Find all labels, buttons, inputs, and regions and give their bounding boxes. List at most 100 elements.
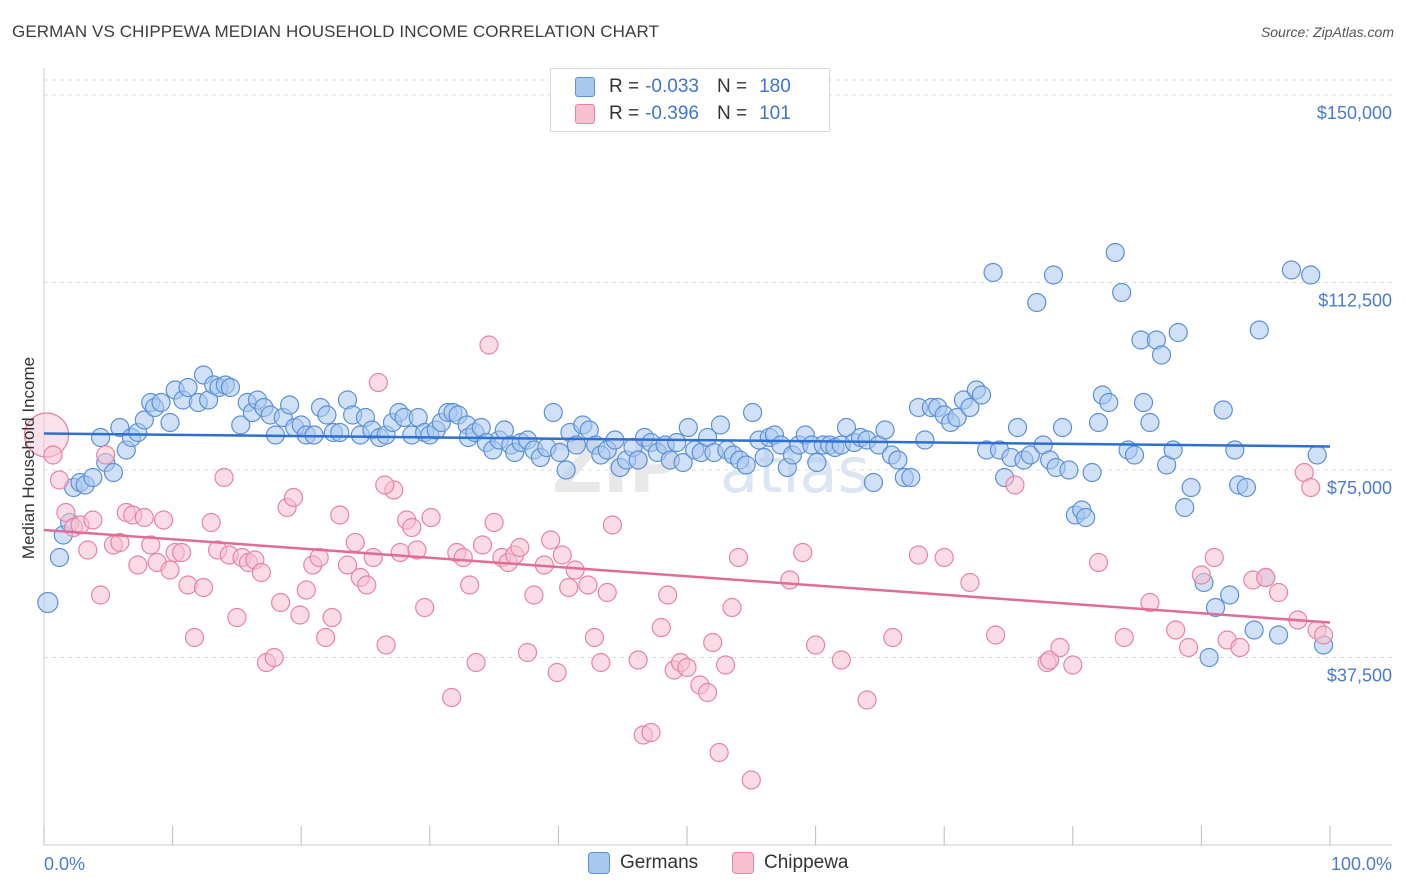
germans-point (901, 467, 921, 488)
series-legend: Germans Chippewa (0, 852, 1406, 876)
chippewa-point (524, 585, 544, 605)
germans-swatch (575, 77, 595, 97)
germans-point (220, 377, 241, 398)
chippewa-point (741, 770, 761, 790)
chippewa-point (641, 722, 661, 743)
chippewa-swatch (575, 104, 595, 124)
chippewa-point (805, 635, 826, 655)
germans-point (160, 412, 180, 433)
germans-point (960, 397, 980, 418)
chippewa-point (1063, 655, 1083, 675)
chippewa-point (709, 742, 729, 763)
germans-point (971, 385, 992, 405)
germans-point (1213, 400, 1233, 420)
chippewa-point (658, 585, 678, 605)
source-label: Source: ZipAtlas.com (1260, 24, 1394, 40)
chippewa-point (602, 515, 623, 535)
germans-point (1076, 507, 1096, 528)
chippewa-point (214, 467, 234, 488)
germans-point (550, 442, 570, 463)
germans-point (1268, 625, 1289, 645)
chippewa-point (160, 560, 180, 580)
germans-point (330, 422, 350, 443)
germans-point (875, 420, 895, 440)
germans-point (1175, 497, 1195, 518)
n-label: N = (716, 76, 748, 97)
x-tick-label-max: 100.0% (1331, 854, 1392, 874)
germans-point (49, 547, 70, 568)
germans-point (1027, 292, 1047, 313)
germans-point (1249, 320, 1269, 340)
germans-point (710, 415, 731, 435)
chippewa-point (415, 597, 435, 618)
chippewa-point (703, 632, 723, 653)
germans-point (556, 460, 576, 480)
legend-item-germans[interactable]: Germans (588, 852, 698, 874)
germans-point (1043, 265, 1064, 285)
germans-point (628, 450, 648, 470)
chippewa-point (1114, 627, 1134, 648)
germans-point (1105, 242, 1125, 263)
chippewa-point (547, 662, 567, 683)
chippewa-point (78, 540, 98, 560)
tick-labels: $37,500 $75,000 $112,500 $150,000 0.0% 100.0% (44, 103, 1392, 874)
germans-point (1220, 585, 1240, 605)
chippewa-point (466, 652, 486, 673)
chippewa-point (1088, 552, 1109, 573)
germans-point (1225, 440, 1245, 460)
chippewa-point (1050, 637, 1070, 658)
chippewa-point (722, 597, 742, 618)
chippewa-point (1166, 620, 1186, 640)
chippewa-trend-line (43, 528, 1331, 624)
germans-point (1236, 477, 1257, 498)
legend-item-chippewa[interactable]: Chippewa (732, 852, 849, 874)
germans-point (1151, 345, 1172, 365)
stats-legend: R = -0.033 N = 180 R = -0.396 N = 101 (550, 68, 830, 132)
germans-point (1007, 417, 1028, 438)
germans-point (543, 402, 563, 423)
trend-lines (43, 432, 1331, 624)
germans-point (90, 427, 111, 448)
r-value: -0.033 (645, 76, 699, 97)
chippewa-point (460, 575, 480, 595)
chippewa-point (56, 502, 76, 523)
chippewa-point (628, 650, 648, 670)
chippewa-point (283, 487, 304, 508)
chippewa-point (309, 547, 329, 568)
chippewa-point (541, 530, 561, 550)
chippewa-point (128, 555, 148, 575)
n-label: N = (716, 103, 748, 124)
chippewa-point (479, 335, 499, 355)
chippewa-point (1230, 637, 1250, 658)
germans-point (1281, 260, 1302, 280)
x-tick-label-min: 0.0% (44, 854, 85, 874)
n-value: 180 (759, 76, 791, 97)
y-tick-label: $150,000 (1317, 103, 1392, 123)
chippewa-point (271, 592, 291, 613)
chippewa-point (193, 577, 214, 598)
chippewa-point (651, 617, 671, 638)
germans-point (1307, 445, 1327, 465)
chippewa-point (368, 372, 388, 393)
germans-point (231, 415, 251, 435)
germans-point (673, 452, 693, 473)
chippewa-point (565, 560, 585, 580)
chippewa-point (715, 655, 736, 675)
germans-point (1112, 282, 1132, 303)
chippewa-point (510, 537, 530, 558)
chippewa-point (402, 517, 422, 538)
germans-legend-swatch (588, 852, 610, 874)
chippewa-point (831, 650, 851, 670)
germans-point (1124, 445, 1145, 465)
chippewa-point (578, 575, 598, 595)
chippewa-point (472, 535, 493, 555)
germans-point (37, 591, 59, 614)
chippewa-legend-label: Chippewa (764, 852, 849, 873)
chippewa-point (677, 657, 697, 678)
chippewa-point (793, 542, 813, 563)
germans-point (1020, 445, 1040, 465)
chippewa-point (780, 570, 800, 590)
germans-point (1088, 412, 1109, 433)
chippewa-point (184, 627, 205, 648)
